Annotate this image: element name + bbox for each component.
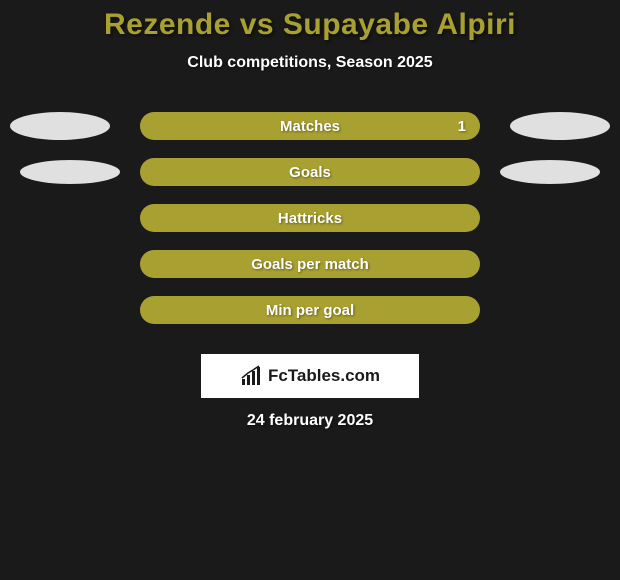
left-ellipse-icon bbox=[20, 160, 120, 184]
stat-row-goals-per-match: Goals per match bbox=[0, 250, 620, 278]
stat-row-min-per-goal: Min per goal bbox=[0, 296, 620, 324]
brand-box[interactable]: FcTables.com bbox=[201, 354, 419, 398]
brand-text: FcTables.com bbox=[268, 366, 380, 386]
stat-row-hattricks: Hattricks bbox=[0, 204, 620, 232]
right-ellipse-icon bbox=[500, 160, 600, 184]
chart-icon bbox=[240, 365, 262, 387]
stat-bar-goals-per-match: Goals per match bbox=[140, 250, 480, 278]
stat-bar-matches: Matches 1 bbox=[140, 112, 480, 140]
stat-label: Hattricks bbox=[278, 210, 342, 227]
left-ellipse-icon bbox=[10, 112, 110, 140]
stat-row-goals: Goals bbox=[0, 158, 620, 186]
stat-bar-min-per-goal: Min per goal bbox=[140, 296, 480, 324]
page-title: Rezende vs Supayabe Alpiri bbox=[104, 8, 516, 42]
main-container: Rezende vs Supayabe Alpiri Club competit… bbox=[0, 0, 620, 438]
stat-label: Goals bbox=[289, 164, 331, 181]
stat-bar-goals: Goals bbox=[140, 158, 480, 186]
stat-bar-hattricks: Hattricks bbox=[140, 204, 480, 232]
date-text: 24 february 2025 bbox=[247, 412, 373, 430]
right-ellipse-icon bbox=[510, 112, 610, 140]
brand-logo: FcTables.com bbox=[240, 365, 380, 387]
stat-label: Matches bbox=[280, 118, 340, 135]
stat-label: Min per goal bbox=[266, 302, 354, 319]
stat-label: Goals per match bbox=[251, 256, 369, 273]
page-subtitle: Club competitions, Season 2025 bbox=[187, 54, 432, 72]
stat-value-right: 1 bbox=[458, 118, 466, 135]
stat-row-matches: Matches 1 bbox=[0, 112, 620, 140]
